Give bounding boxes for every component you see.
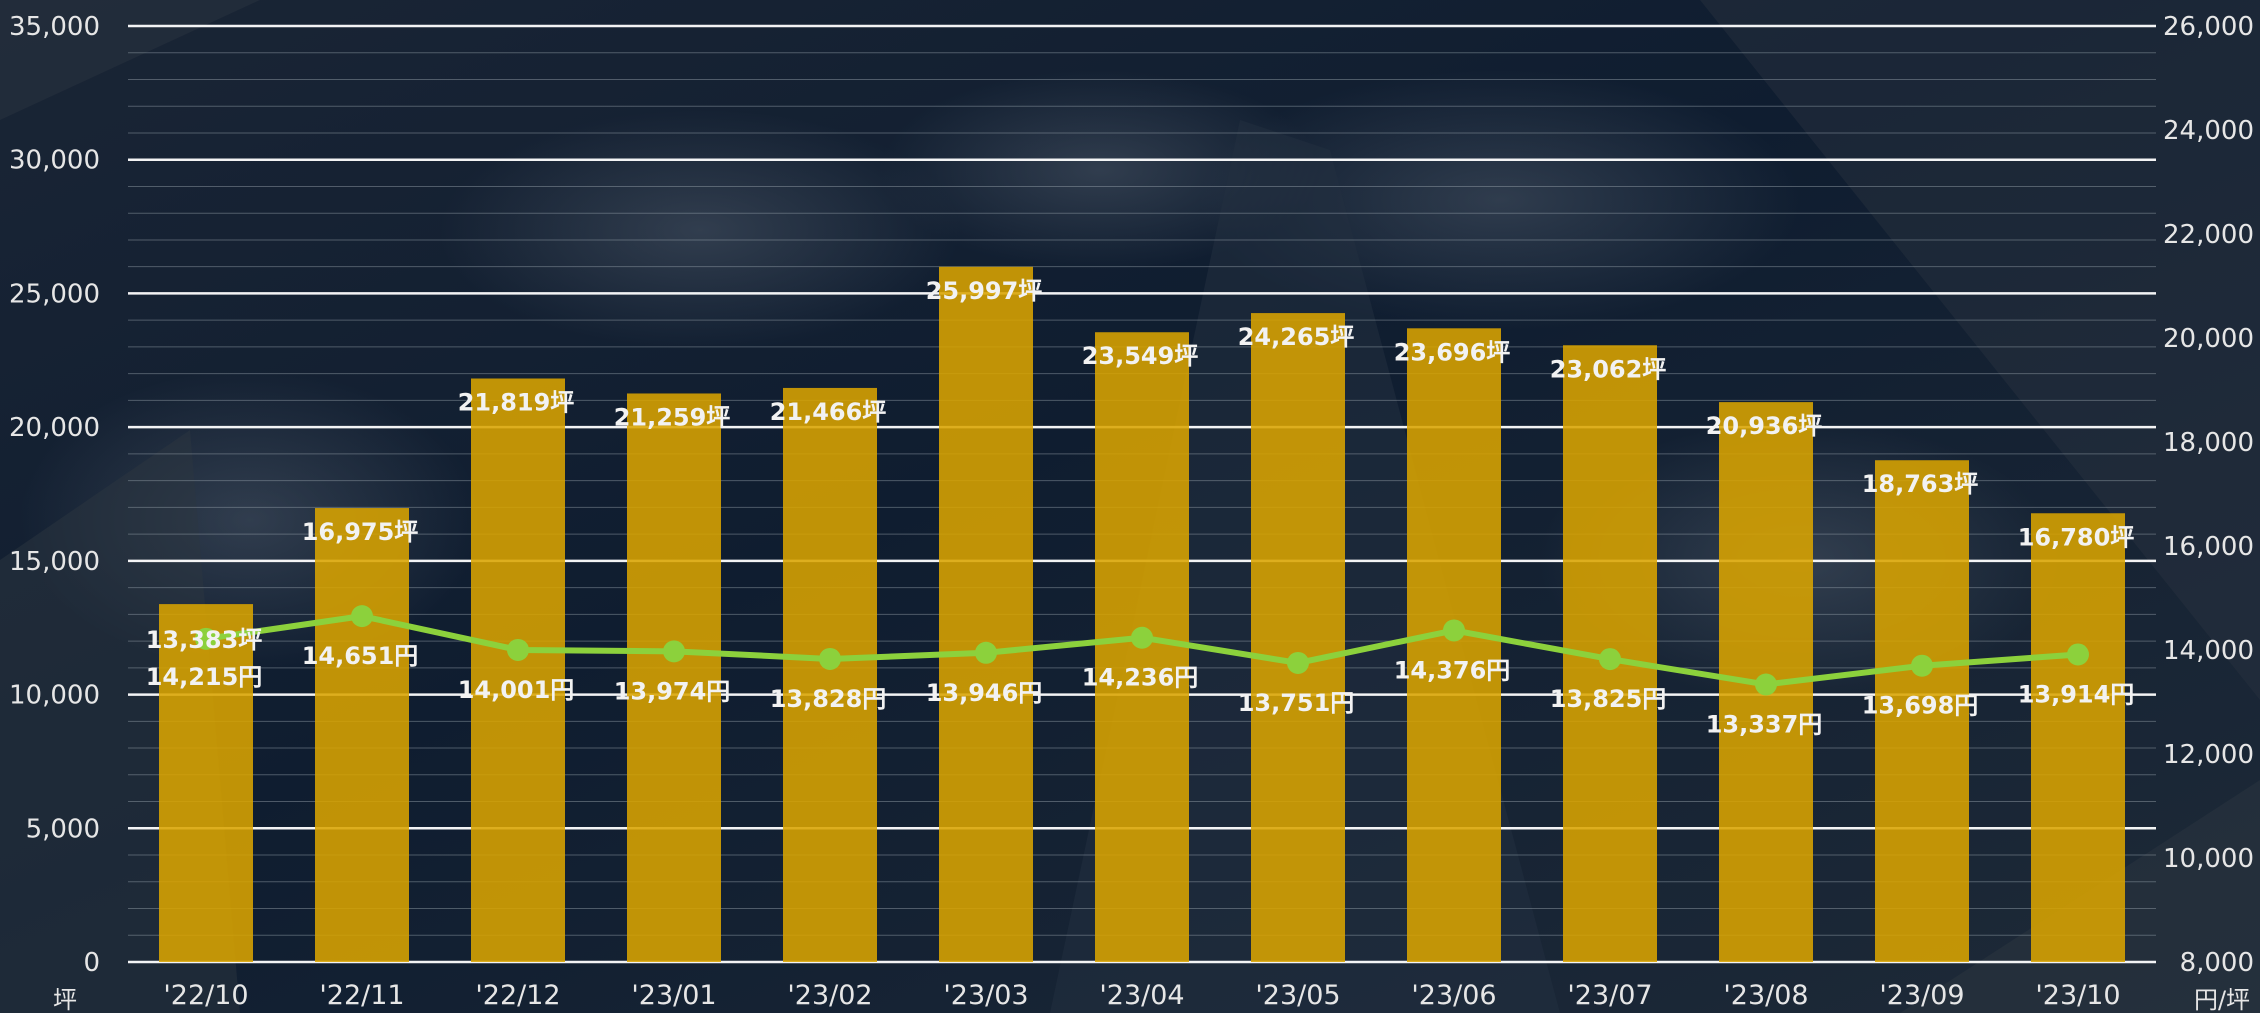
bar-data-label: 21,259坪 (614, 403, 731, 431)
left-axis-tick-label: 20,000 (9, 413, 100, 443)
bar-data-label: 23,062坪 (1550, 355, 1667, 383)
bar (627, 393, 721, 962)
line-data-label: 13,337円 (1706, 710, 1823, 738)
bar (1251, 313, 1345, 962)
right-axis-tick-label: 24,000 (2163, 116, 2254, 146)
line-point (1755, 673, 1777, 696)
bar-data-label: 18,763坪 (1862, 470, 1979, 498)
x-axis-category-label: '22/11 (319, 980, 404, 1011)
x-axis-category-label: '23/01 (631, 980, 716, 1011)
line-data-label: 13,974円 (614, 677, 731, 705)
bar-data-label: 16,780坪 (2018, 523, 2135, 551)
bar (1407, 328, 1501, 962)
x-axis-category-label: '22/12 (475, 980, 560, 1011)
left-axis-unit: 坪 (53, 986, 77, 1013)
line-data-label: 13,828円 (770, 685, 887, 713)
bar (783, 387, 877, 962)
line-data-label: 14,651円 (302, 642, 419, 670)
line-data-label: 13,698円 (1862, 692, 1979, 720)
bar (159, 604, 253, 962)
left-axis-tick-label: 25,000 (9, 279, 100, 309)
bar-data-label: 21,819坪 (458, 388, 575, 416)
x-axis-category-label: '23/07 (1567, 980, 1652, 1011)
right-axis-tick-label: 16,000 (2163, 532, 2254, 562)
left-axis-tick-label: 10,000 (9, 681, 100, 711)
bar-data-label: 13,383坪 (146, 626, 263, 654)
bar-data-label: 24,265坪 (1238, 323, 1355, 351)
left-axis-tick-label: 0 (83, 948, 100, 978)
line-data-label: 14,376円 (1394, 656, 1511, 684)
axes: 0 5,000 10,000 15,000 20,000 25,000 30,000 35,0… (9, 12, 2254, 1013)
line-point (2067, 643, 2089, 666)
line-point (1443, 619, 1465, 642)
right-axis-tick-label: 10,000 (2163, 844, 2254, 874)
x-axis-category-label: '23/03 (943, 980, 1028, 1011)
bar-data-label: 25,997坪 (926, 277, 1043, 305)
left-axis-tick-label: 15,000 (9, 547, 100, 577)
bar-data-label: 16,975坪 (302, 518, 419, 546)
right-axis-tick-label: 26,000 (2163, 12, 2254, 42)
line-data-label: 13,946円 (926, 679, 1043, 707)
line-point (819, 647, 841, 670)
right-axis-tick-label: 12,000 (2163, 740, 2254, 770)
x-axis-category-label: '23/09 (1879, 980, 1964, 1011)
line-point (507, 638, 529, 661)
right-axis-tick-label: 14,000 (2163, 636, 2254, 666)
data-labels: 13,383坪 16,975坪 21,819坪 21,259坪 21,466坪 25,99… (146, 277, 2135, 739)
bar-series (159, 266, 2125, 963)
x-axis-category-label: '23/05 (1255, 980, 1340, 1011)
line-data-label: 14,236円 (1082, 664, 1199, 692)
line-data-label: 14,001円 (458, 676, 575, 704)
x-axis-category-label: '22/10 (163, 980, 248, 1011)
left-axis-tick-label: 30,000 (9, 146, 100, 176)
line-data-label: 13,914円 (2018, 680, 2135, 708)
bar (1875, 460, 1969, 962)
line-point (195, 627, 217, 650)
bar (2031, 513, 2125, 962)
right-axis-tick-label: 20,000 (2163, 324, 2254, 354)
line-point (1131, 626, 1153, 649)
bar (939, 266, 1033, 962)
line-point (1287, 651, 1309, 674)
bar-data-label: 23,549坪 (1082, 342, 1199, 370)
x-axis-category-label: '23/08 (1723, 980, 1808, 1011)
line-data-label: 13,825円 (1550, 685, 1667, 713)
right-axis-unit: 円/坪 (2194, 986, 2250, 1013)
line-point (1599, 648, 1621, 671)
x-axis-category-label: '23/04 (1099, 980, 1184, 1011)
line-series (195, 605, 2089, 696)
line-point (351, 605, 373, 628)
line-data-label: 13,751円 (1238, 689, 1355, 717)
bar-data-label: 21,466坪 (770, 398, 887, 426)
bar (471, 378, 565, 963)
line-point (1911, 654, 1933, 677)
right-axis-tick-label: 18,000 (2163, 428, 2254, 458)
line-data-label: 14,215円 (146, 663, 263, 691)
right-axis-tick-label: 22,000 (2163, 220, 2254, 250)
x-axis-category-label: '23/06 (1411, 980, 1496, 1011)
bar (315, 508, 409, 962)
left-axis-tick-label: 5,000 (26, 814, 100, 844)
bar-data-label: 23,696坪 (1394, 338, 1511, 366)
bar-data-label: 20,936坪 (1706, 412, 1823, 440)
x-axis-category-label: '23/02 (787, 980, 872, 1011)
x-axis-category-label: '23/10 (2035, 980, 2120, 1011)
line-point (663, 640, 685, 663)
line-point (975, 641, 997, 664)
left-axis-tick-label: 35,000 (9, 12, 100, 42)
right-axis-tick-label: 8,000 (2180, 948, 2254, 978)
